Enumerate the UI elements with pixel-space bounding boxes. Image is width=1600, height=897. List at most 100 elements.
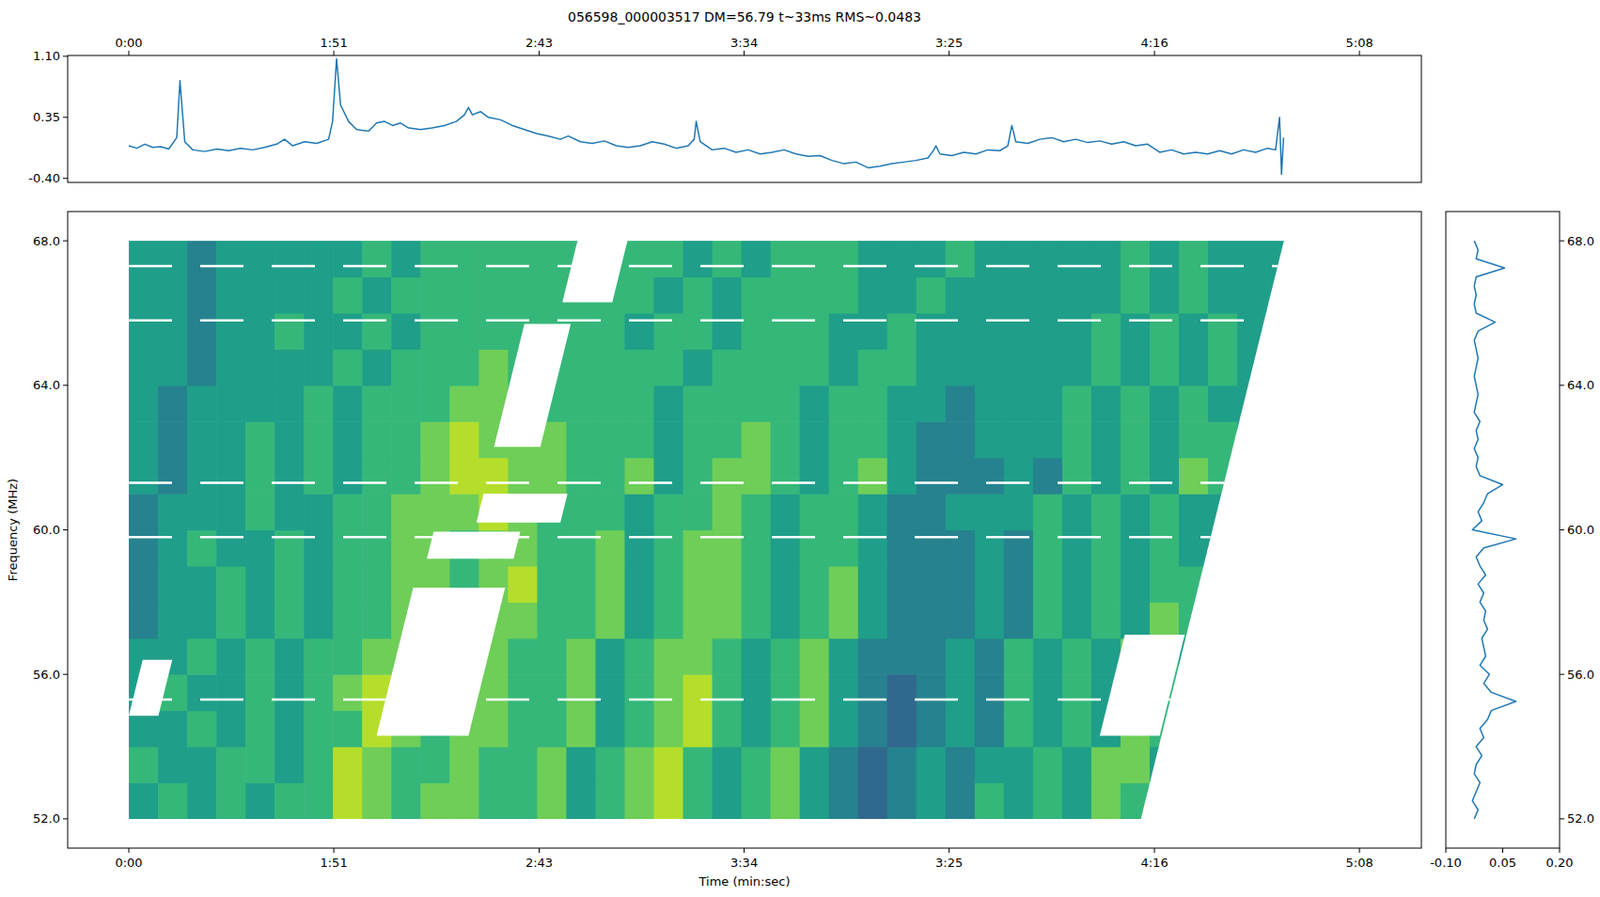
x-tick-label: 3:34 (730, 35, 758, 50)
heatmap-cell (1003, 565, 1035, 603)
heatmap-cell (770, 348, 801, 386)
heatmap-cell (1062, 710, 1093, 748)
heatmap-cell (858, 421, 889, 458)
heatmap-cell (565, 638, 597, 675)
x-tick-label: 1:51 (319, 35, 347, 50)
heatmap-cell (1266, 240, 1297, 278)
heatmap-cell (128, 385, 159, 423)
heatmap-cell (624, 240, 655, 278)
heatmap-cell (945, 421, 976, 458)
heatmap-cell (1120, 277, 1151, 314)
heatmap-cell (770, 674, 801, 711)
heatmap-cell (974, 385, 1005, 423)
heatmap-cell (361, 385, 393, 423)
heatmap-cell (624, 674, 655, 711)
heatmap-cell (654, 277, 685, 314)
heatmap-cell (536, 746, 567, 784)
heatmap-cell (800, 457, 831, 495)
heatmap-cell (916, 385, 947, 423)
heatmap-cell (216, 638, 247, 675)
masked-region (562, 240, 628, 302)
heatmap-cell (187, 746, 218, 784)
heatmap-cell (274, 240, 305, 278)
heatmap-cell (1266, 385, 1297, 423)
heatmap-cell (683, 710, 714, 748)
heatmap-cell (157, 710, 189, 748)
heatmap-cell (478, 674, 509, 711)
heatmap-cell (974, 746, 1005, 784)
heatmap-cell (712, 385, 743, 423)
heatmap-cell (887, 313, 918, 350)
heatmap-cell (1062, 674, 1093, 711)
heatmap-cell (1237, 674, 1268, 711)
heatmap-cell (1091, 421, 1122, 458)
heatmap-cell (1207, 240, 1239, 278)
heatmap-cell (770, 385, 801, 423)
heatmap-cell (420, 493, 451, 531)
heatmap-cell (887, 277, 918, 314)
heatmap-cell (245, 493, 276, 531)
heatmap-cell (683, 421, 714, 458)
heatmap-cell (1120, 385, 1151, 423)
heatmap-cell (800, 421, 831, 458)
y-tick (1559, 240, 1565, 242)
heatmap-cell (916, 565, 947, 603)
heatmap-cell (770, 746, 801, 784)
heatmap-cell (274, 565, 305, 603)
y-tick (62, 55, 68, 57)
heatmap-cell (1266, 457, 1297, 495)
panel-frame (67, 55, 1422, 183)
x-tick-label: -0.10 (1429, 855, 1462, 870)
heatmap-cell (624, 530, 655, 567)
heatmap-cell (449, 746, 480, 784)
x-tick-label: 2:43 (525, 35, 553, 50)
heatmap-cell (332, 240, 363, 278)
heatmap-cell (683, 457, 714, 495)
heatmap-cell (1207, 530, 1239, 567)
heatmap-cell (391, 240, 422, 278)
heatmap-cell (128, 240, 159, 278)
heatmap-cell (1237, 421, 1268, 458)
heatmap-cell (1003, 782, 1035, 819)
heatmap-cell (1149, 493, 1180, 531)
y-tick-label: 68.0 (1567, 234, 1595, 249)
heatmap-cell (157, 348, 189, 386)
heatmap-cell (945, 638, 976, 675)
heatmap-cell (1266, 421, 1297, 458)
heatmap-cell (303, 421, 334, 458)
x-tick (948, 847, 950, 853)
heatmap-cell (741, 601, 772, 639)
heatmap-cell (303, 710, 334, 748)
heatmap-cell (303, 746, 334, 784)
heatmap-cell (507, 565, 538, 603)
y-tick (62, 529, 68, 531)
heatmap-cell (624, 313, 655, 350)
heatmap-cell (1266, 710, 1297, 748)
heatmap-cell (887, 348, 918, 386)
heatmap-cell (1062, 385, 1093, 423)
heatmap-cell (1178, 601, 1209, 639)
heatmap-cell (303, 313, 334, 350)
heatmap-cell (1033, 710, 1064, 748)
heatmap-cell (654, 348, 685, 386)
heatmap-cell (770, 638, 801, 675)
heatmap-cell (887, 710, 918, 748)
heatmap-cell (420, 313, 451, 350)
heatmap-cell (1003, 638, 1035, 675)
heatmap-cell (361, 240, 393, 278)
heatmap-cell (536, 710, 567, 748)
heatmap-cell (654, 782, 685, 819)
y-tick-label: 60.0 (32, 522, 61, 537)
heatmap-cell (361, 493, 393, 531)
heatmap-cell (128, 565, 159, 603)
heatmap-cell (829, 565, 860, 603)
heatmap-cell (654, 530, 685, 567)
heatmap-cell (1207, 674, 1239, 711)
heatmap-cell (654, 493, 685, 531)
heatmap-cell (741, 746, 772, 784)
y-tick-label: 52.0 (32, 811, 61, 826)
heatmap-cell (128, 746, 159, 784)
heatmap-cell (858, 385, 889, 423)
heatmap-cell (1062, 601, 1093, 639)
heatmap-cell (478, 746, 509, 784)
